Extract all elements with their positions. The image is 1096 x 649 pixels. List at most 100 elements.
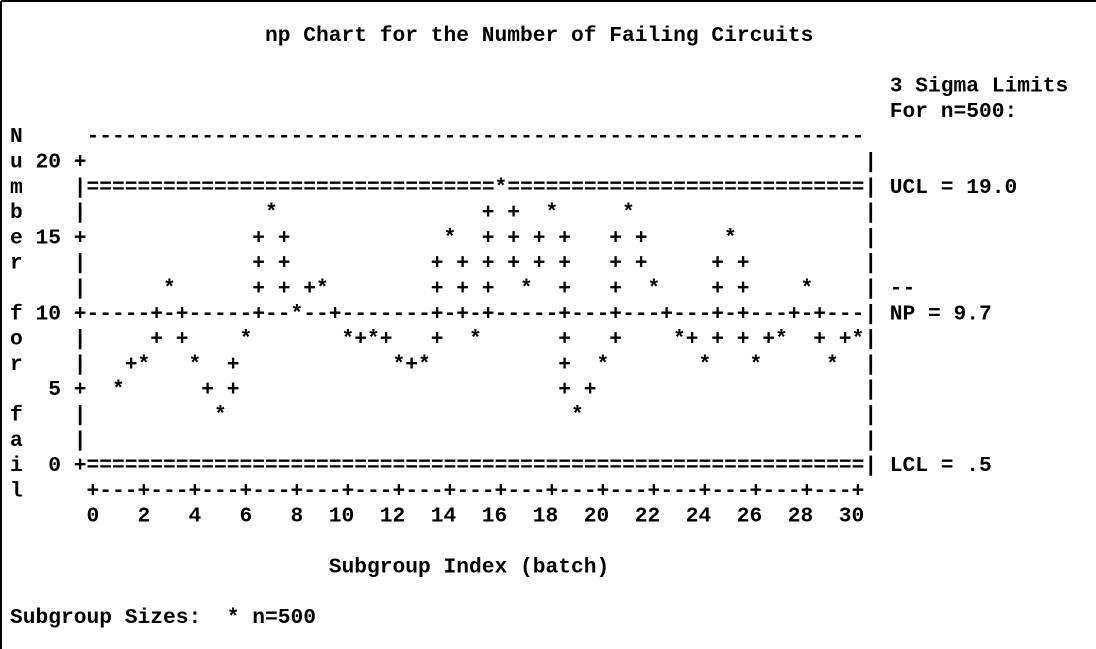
x-tick-label: 4 [188,505,201,529]
connector: + [456,252,469,276]
connector: + [813,302,826,326]
connector: + [176,302,189,326]
connector: + [584,378,597,402]
y-tick-label: 5 [48,378,61,402]
point: * [750,353,763,377]
y-tick: + [74,454,87,478]
point: * [291,302,304,326]
x-tick: + [138,479,151,503]
connector: + [609,302,622,326]
frame-row: | | [10,353,877,377]
y-tick-label: 20 [35,151,61,175]
connector: + [635,226,648,250]
connector: + [150,328,163,352]
point: * [546,201,559,225]
point: * [571,404,584,428]
x-tick: + [495,479,508,503]
connector: + [711,277,724,301]
connector: + [507,226,520,250]
limits-heading: 3 Sigma Limits [890,75,1069,99]
x-tick-label: 18 [533,505,559,529]
frame-row: | | [10,277,877,301]
y-tick: + [74,226,87,250]
connector: + [507,201,520,225]
frame-row: | | [10,252,877,276]
x-tick: + [240,479,253,503]
frame-row: | [10,378,877,402]
x-tick-label: 20 [584,505,610,529]
connector: + [431,328,444,352]
connector: + [737,302,750,326]
connector: + [201,378,214,402]
limits-subheading: For n=500: [890,100,1018,124]
limit-label: LCL = .5 [890,454,992,478]
x-tick-label: 8 [290,505,303,529]
x-tick: + [87,479,100,503]
connector: + [737,328,750,352]
connector: + [558,226,571,250]
x-tick-label: 22 [635,505,661,529]
point: * [495,176,508,200]
x-tick-label: 2 [137,505,150,529]
y-tick-label: 0 [48,454,61,478]
x-tick: + [597,479,610,503]
connector: + [609,277,622,301]
point: * [444,226,457,250]
point: * [469,328,482,352]
connector: + [431,252,444,276]
x-tick: + [342,479,355,503]
point: * [214,404,227,428]
x-tick-label: 28 [788,505,814,529]
control-limit: ----- - ----- -- -- ------- - - ----- --… [10,302,877,326]
connector: + [558,328,571,352]
connector: + [558,252,571,276]
connector: + [431,277,444,301]
connector: + [533,226,546,250]
y-tick: + [74,151,87,175]
frame-row: | | [10,328,877,352]
connector: + [303,277,316,301]
point: * [597,353,610,377]
point: * [699,353,712,377]
connector: + [482,226,495,250]
frame-row: | [10,226,877,250]
x-tick: + [801,479,814,503]
x-tick: + [852,479,865,503]
x-tick-label: 14 [431,505,457,529]
y-tick-label: 15 [35,226,61,250]
limit-label: UCL = 19.0 [890,176,1018,200]
connector: + [252,277,265,301]
point: * [648,277,661,301]
connector: + [150,302,163,326]
y-tick-label: 10 [35,302,61,326]
x-tick-label: 12 [380,505,406,529]
connector: + [558,378,571,402]
frame-row: | | [10,429,877,453]
connector: + [380,328,393,352]
connector: + [711,328,724,352]
connector: + [278,252,291,276]
frame-row: | | [10,404,877,428]
x-tick-label: 10 [329,505,355,529]
connector: + [431,302,444,326]
connector: + [737,277,750,301]
point: * [189,353,202,377]
point: * [112,378,125,402]
point: * [138,353,151,377]
point: * [622,201,635,225]
point: * [724,226,737,250]
connector: + [482,302,495,326]
chart-title: np Chart for the Number of Failing Circu… [265,24,813,48]
connector: + [252,226,265,250]
point: * [801,277,814,301]
connector: + [507,252,520,276]
x-axis-label: Subgroup Index (batch) [329,555,610,579]
connector: + [227,353,240,377]
point: * [775,328,788,352]
x-tick-label: 0 [86,505,99,529]
x-tick: + [393,479,406,503]
point: * [316,277,329,301]
connector: + [813,328,826,352]
